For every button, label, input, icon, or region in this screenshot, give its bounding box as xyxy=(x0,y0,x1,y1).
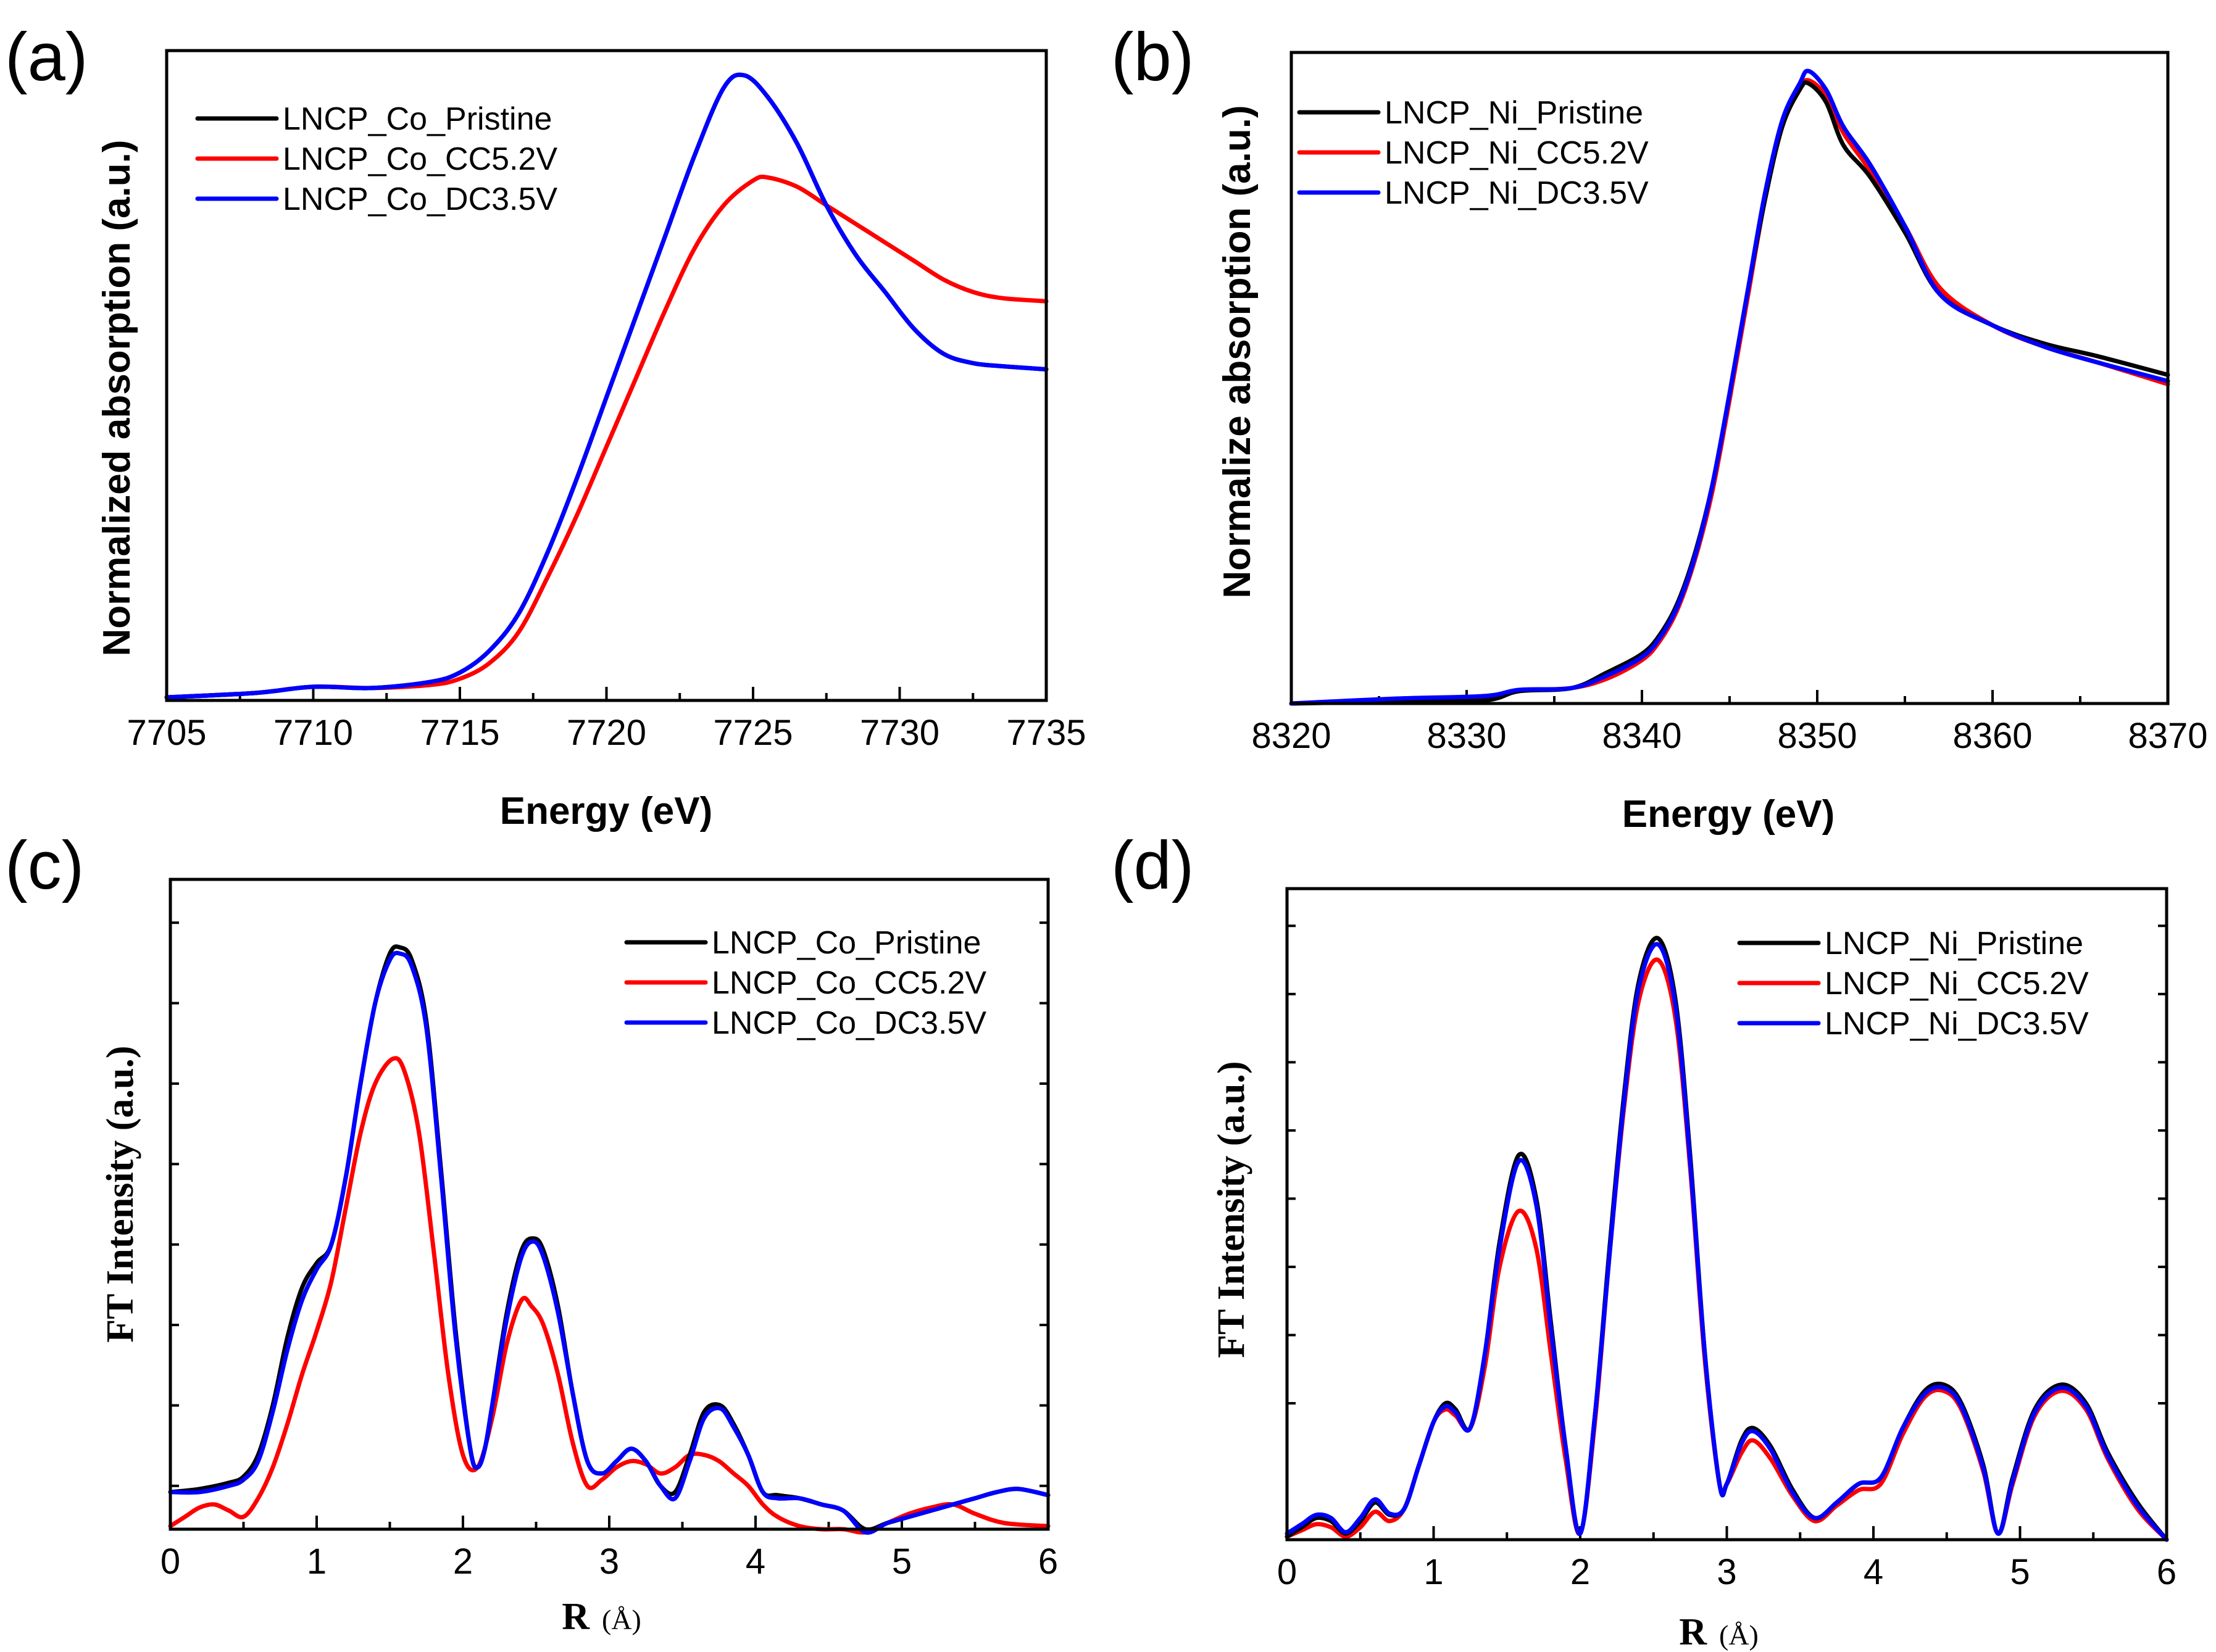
series-group-a xyxy=(164,72,1049,700)
x-tick-label: 8340 xyxy=(1602,716,1681,756)
x-tick-label: 7735 xyxy=(1006,713,1086,753)
panel-label-b: (b) xyxy=(1111,19,1194,95)
x-tick-label: 0 xyxy=(160,1542,180,1582)
xlabel-b: Energy (eV) xyxy=(1622,793,1835,836)
plot-frame-b xyxy=(1289,51,2170,705)
ylabel-d: FT Intensity (a.u.) xyxy=(1210,1061,1252,1358)
x-tick-label: 2 xyxy=(453,1542,473,1582)
panel-c: (c) FT Intensity (a.u.) R (Å) 0 1 2 3 4 5 6 LN… xyxy=(5,828,1058,1638)
x-tick-label: 3 xyxy=(1717,1552,1736,1592)
tick-group-a: 7705 7710 7715 7720 7725 7730 7735 xyxy=(127,687,1086,753)
legend-label-c-dc: LNCP_Co_DC3.5V xyxy=(712,1005,986,1041)
ylabel-b: Normalize absorption (a.u.) xyxy=(1216,105,1259,598)
legend-label-a-dc: LNCP_Co_DC3.5V xyxy=(283,181,557,217)
x-tick-label: 8320 xyxy=(1251,716,1331,756)
x-tick-label: 4 xyxy=(746,1542,765,1582)
legend-d: LNCP_Ni_Pristine LNCP_Ni_CC5.2V LNCP_Ni_… xyxy=(1737,926,2089,1042)
x-tick-label: 7715 xyxy=(420,713,499,753)
legend-label-b-pristine: LNCP_Ni_Pristine xyxy=(1385,95,1643,131)
x-tick-label: 4 xyxy=(1864,1552,1883,1592)
legend-b: LNCP_Ni_Pristine LNCP_Ni_CC5.2V LNCP_Ni_… xyxy=(1297,95,1649,211)
x-tick-label: 8330 xyxy=(1427,716,1506,756)
x-tick-label: 7710 xyxy=(273,713,353,753)
legend-label-b-cc: LNCP_Ni_CC5.2V xyxy=(1385,135,1649,171)
plot-frame-a xyxy=(165,49,1048,702)
legend-label-a-cc: LNCP_Co_CC5.2V xyxy=(283,141,557,177)
panel-label-c: (c) xyxy=(5,828,84,903)
x-tick-label: 1 xyxy=(1423,1552,1443,1592)
series-line-c-dc xyxy=(168,950,1051,1535)
xlabel-unit-d: (Å) xyxy=(1719,1619,1759,1651)
series-line-b-dc xyxy=(1289,68,2170,706)
panel-b: (b) Normalize absorption (a.u.) Energy (… xyxy=(1111,19,2208,836)
legend-label-d-cc: LNCP_Ni_CC5.2V xyxy=(1825,966,2089,1002)
series-line-a-cc xyxy=(164,174,1049,700)
legend-label-c-cc: LNCP_Co_CC5.2V xyxy=(712,965,986,1001)
panel-label-a: (a) xyxy=(5,19,88,95)
ylabel-c: FT Intensity (a.u.) xyxy=(99,1045,141,1342)
panel-label-d: (d) xyxy=(1111,828,1194,903)
legend-label-d-pristine: LNCP_Ni_Pristine xyxy=(1825,926,2083,961)
x-tick-label: 7730 xyxy=(860,713,939,753)
legend-c: LNCP_Co_Pristine LNCP_Co_CC5.2V LNCP_Co_… xyxy=(624,925,986,1041)
legend-a: LNCP_Co_Pristine LNCP_Co_CC5.2V LNCP_Co_… xyxy=(195,101,557,217)
x-tick-label: 8360 xyxy=(1952,716,2032,756)
legend-label-a-pristine: LNCP_Co_Pristine xyxy=(283,101,552,137)
legend-label-d-dc: LNCP_Ni_DC3.5V xyxy=(1825,1006,2089,1042)
series-line-d-cc xyxy=(1285,957,2169,1542)
series-line-d-dc xyxy=(1285,942,2169,1542)
x-tick-label: 1 xyxy=(307,1542,327,1582)
x-tick-label: 3 xyxy=(599,1542,619,1582)
xlabel-unit-c: (Å) xyxy=(602,1604,641,1635)
tick-group-c: 0 1 2 3 4 5 6 xyxy=(160,921,1058,1582)
xlabel-d: R xyxy=(1679,1611,1707,1652)
tick-group-d: 0 1 2 3 4 5 6 xyxy=(1277,924,2176,1592)
panel-a: (a) Normalized absorption (a.u.) Energy … xyxy=(5,19,1086,832)
x-tick-label: 5 xyxy=(892,1542,912,1582)
xlabel-a: Energy (eV) xyxy=(500,790,713,832)
x-tick-label: 6 xyxy=(1038,1542,1058,1582)
series-group-b xyxy=(1289,68,2170,706)
plot-frame-d xyxy=(1285,887,2168,1542)
legend-label-b-dc: LNCP_Ni_DC3.5V xyxy=(1385,175,1649,211)
x-tick-label: 7725 xyxy=(713,713,793,753)
plot-frame-c xyxy=(169,878,1050,1531)
series-line-a-dc xyxy=(164,72,1049,700)
ylabel-a: Normalized absorption (a.u.) xyxy=(96,139,138,656)
panel-d: (d) FT Intensity (a.u.) R (Å) 0 1 2 3 4 5 6 LN… xyxy=(1111,828,2176,1652)
xlabel-c: R xyxy=(562,1596,590,1638)
x-tick-label: 5 xyxy=(2010,1552,2030,1592)
tick-group-b: 8320 8330 8340 8350 8360 8370 xyxy=(1251,690,2208,756)
x-tick-label: 2 xyxy=(1570,1552,1590,1592)
x-tick-label: 7705 xyxy=(127,713,206,753)
x-tick-label: 8370 xyxy=(2128,716,2207,756)
x-tick-label: 0 xyxy=(1277,1552,1297,1592)
x-tick-label: 8350 xyxy=(1777,716,1857,756)
series-group-d xyxy=(1285,936,2169,1542)
x-tick-label: 7720 xyxy=(567,713,646,753)
x-tick-label: 6 xyxy=(2157,1552,2176,1592)
legend-label-c-pristine: LNCP_Co_Pristine xyxy=(712,925,981,961)
